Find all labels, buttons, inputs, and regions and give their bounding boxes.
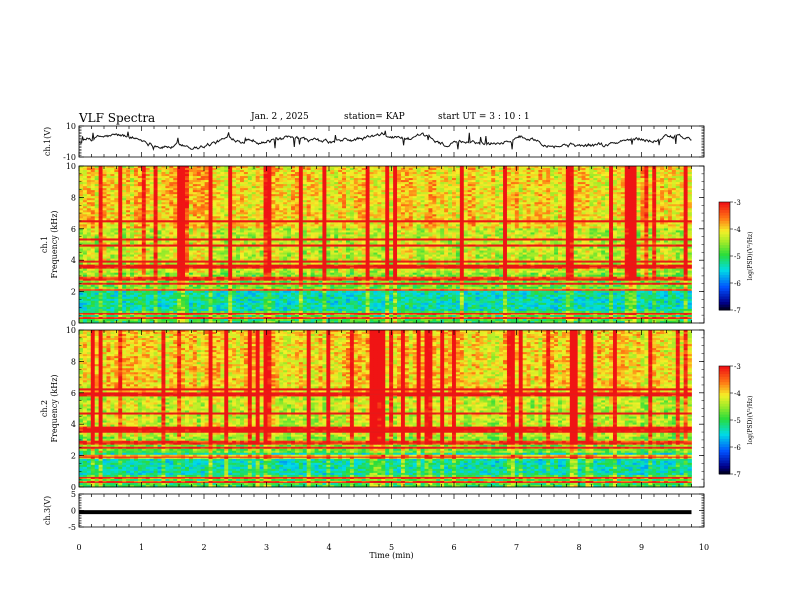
ch1-waveform-ytick-label: -10 [63,153,76,162]
vlf-chart: 10-10ch.1(V)-3-4-5-6-7log(PSD)(V²/Hz)024… [0,0,792,612]
ch1-waveform-trace [79,131,692,150]
ch1-waveform-ylabel: ch.1(V) [43,127,52,156]
ch1-voltage-line [79,131,692,150]
ch1-waveform-ytick-label: 10 [66,122,76,131]
ch1-spectrogram-heatmap [79,166,692,323]
